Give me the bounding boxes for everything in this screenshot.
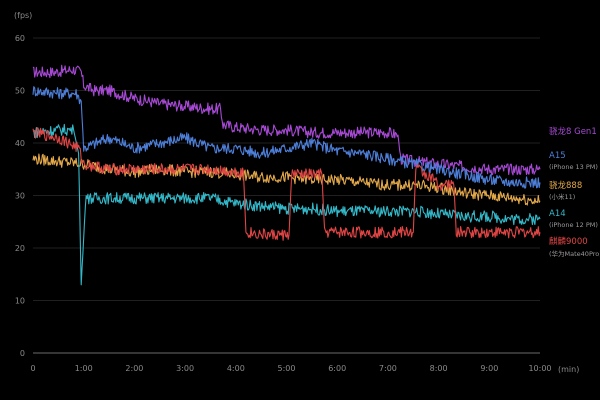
series-label-sd8gen1: 骁龙8 Gen1 bbox=[549, 126, 597, 137]
y-tick-labels: 0 10 20 30 40 50 60 bbox=[15, 34, 25, 358]
series-lines bbox=[32, 64, 541, 286]
series-label-a14: A14 bbox=[549, 209, 566, 219]
y-tick-label: 50 bbox=[15, 87, 25, 96]
x-tick-label: 9:00 bbox=[480, 364, 498, 373]
x-tick-label: 4:00 bbox=[227, 364, 245, 373]
x-tick-label: 6:00 bbox=[328, 364, 346, 373]
series-sublabel-kirin9000: (华为Mate40Pro) bbox=[549, 249, 600, 258]
y-tick-label: 30 bbox=[15, 192, 25, 201]
series-label-sd888: 骁龙888 bbox=[549, 180, 582, 191]
x-tick-label: 2:00 bbox=[125, 364, 143, 373]
axes: (fps) (min) bbox=[14, 11, 579, 374]
y-tick-label: 0 bbox=[20, 349, 25, 358]
x-tick-label: 7:00 bbox=[379, 364, 397, 373]
x-tick-label: 8:00 bbox=[430, 364, 448, 373]
y-tick-label: 60 bbox=[15, 34, 25, 43]
x-tick-label: 0 bbox=[30, 364, 35, 373]
series-line-4 bbox=[32, 127, 541, 241]
series-line-0 bbox=[32, 64, 541, 176]
series-label-a15: A15 bbox=[549, 151, 566, 161]
y-tick-label: 10 bbox=[15, 297, 25, 306]
series-label-kirin9000: 麒麟9000 bbox=[549, 236, 588, 247]
x-tick-label: 5:00 bbox=[278, 364, 296, 373]
x-tick-label: 3:00 bbox=[176, 364, 194, 373]
y-tick-label: 20 bbox=[15, 244, 25, 253]
y-axis-unit: (fps) bbox=[14, 11, 32, 20]
x-axis-unit: (min) bbox=[558, 365, 579, 374]
series-sublabel-sd888: (小米11) bbox=[549, 192, 575, 201]
x-tick-label: 1:00 bbox=[75, 364, 93, 373]
series-sublabel-a14: (iPhone 12 PM) bbox=[549, 221, 598, 229]
x-tick-label: 10:00 bbox=[528, 364, 551, 373]
series-labels: 骁龙8 Gen1 A15 (iPhone 13 PM) 骁龙888 (小米11)… bbox=[549, 126, 600, 258]
x-tick-labels: 0 1:00 2:00 3:00 4:00 5:00 6:00 7:00 8:00 9:00 10:… bbox=[30, 364, 551, 373]
series-line-1 bbox=[32, 86, 541, 189]
series-line-3 bbox=[32, 123, 541, 286]
y-tick-label: 40 bbox=[15, 139, 25, 148]
series-sublabel-a15: (iPhone 13 PM) bbox=[549, 163, 598, 171]
